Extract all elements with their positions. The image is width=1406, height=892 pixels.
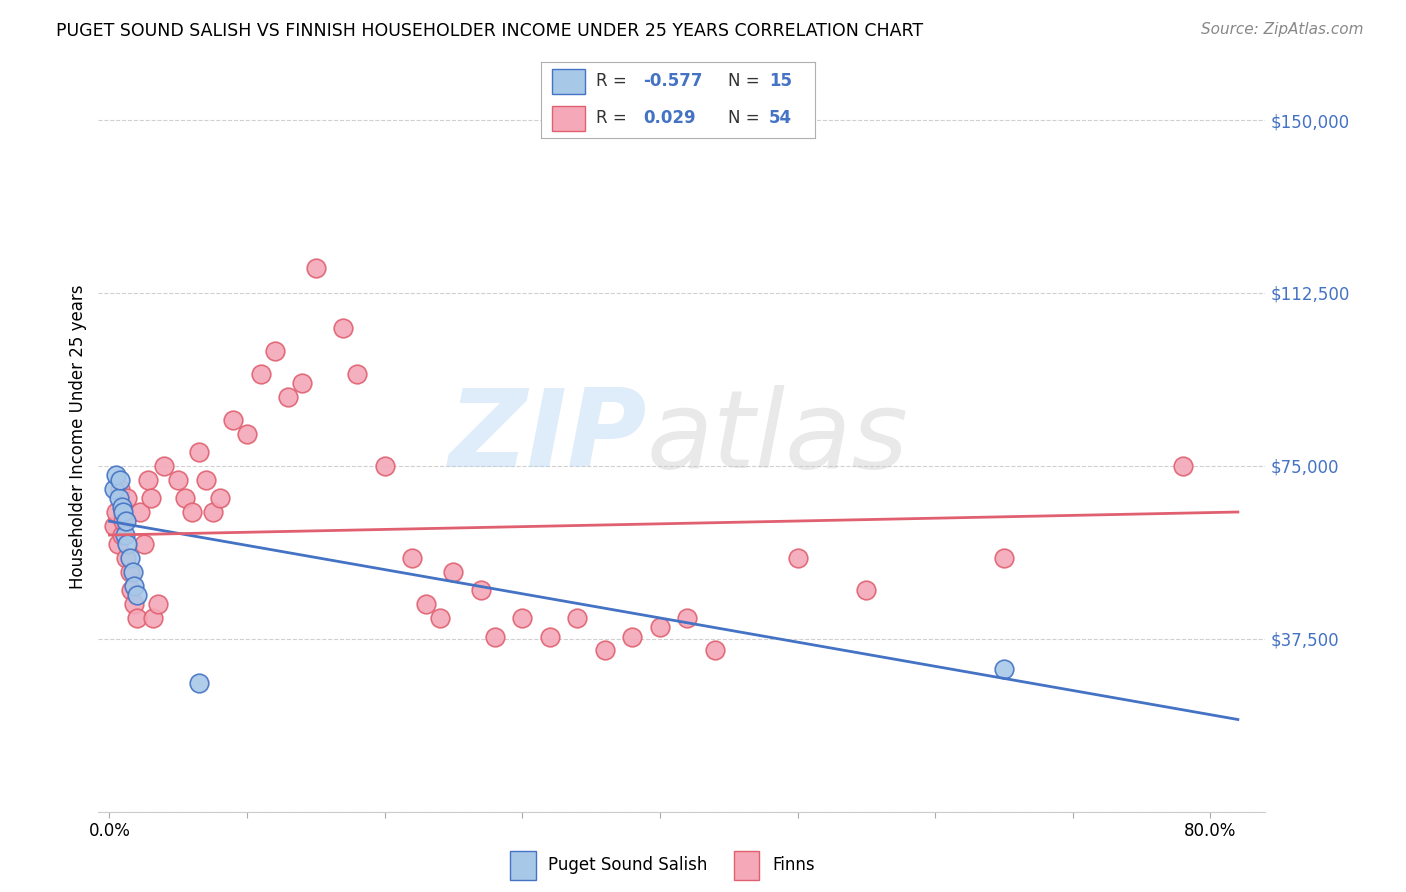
Point <box>125 611 148 625</box>
Text: N =: N = <box>728 72 765 90</box>
Point <box>132 537 155 551</box>
Point <box>167 473 190 487</box>
FancyBboxPatch shape <box>734 851 759 880</box>
Point <box>510 611 533 625</box>
Point <box>112 514 135 528</box>
Y-axis label: Householder Income Under 25 years: Householder Income Under 25 years <box>69 285 87 590</box>
Point <box>114 528 136 542</box>
Point <box>648 620 671 634</box>
Point <box>110 482 132 496</box>
Point <box>676 611 699 625</box>
Point <box>174 491 197 505</box>
Text: 15: 15 <box>769 72 792 90</box>
Point <box>443 565 465 579</box>
Point <box>115 514 138 528</box>
Point <box>332 320 354 334</box>
Point <box>120 551 142 566</box>
Point <box>103 519 125 533</box>
Point <box>621 630 644 644</box>
Point <box>117 491 139 505</box>
Point <box>110 473 132 487</box>
Point <box>401 551 423 566</box>
Point <box>117 537 139 551</box>
Point <box>142 611 165 625</box>
Point <box>107 537 129 551</box>
Text: Finns: Finns <box>772 856 814 874</box>
Point <box>187 675 209 690</box>
Text: 54: 54 <box>769 109 792 127</box>
Point <box>346 367 368 381</box>
Point <box>128 505 150 519</box>
Text: R =: R = <box>596 109 633 127</box>
Point <box>194 473 217 487</box>
Point <box>470 583 492 598</box>
Point <box>305 260 328 275</box>
Point <box>139 491 162 505</box>
FancyBboxPatch shape <box>510 851 536 880</box>
Point <box>111 500 134 515</box>
Point <box>538 630 561 644</box>
Point <box>222 413 245 427</box>
Point <box>103 482 125 496</box>
Point <box>125 588 148 602</box>
Point <box>703 643 725 657</box>
Point <box>415 597 437 611</box>
Text: -0.577: -0.577 <box>643 72 702 90</box>
Point <box>136 473 159 487</box>
Point <box>208 491 231 505</box>
Point <box>374 458 396 473</box>
Point <box>146 597 169 611</box>
Text: ZIP: ZIP <box>449 384 647 490</box>
Point <box>263 343 285 358</box>
Text: N =: N = <box>728 109 765 127</box>
Point <box>236 426 259 441</box>
Text: R =: R = <box>596 72 633 90</box>
Point <box>567 611 589 625</box>
Text: 0.029: 0.029 <box>643 109 696 127</box>
Point <box>1171 458 1194 473</box>
Point <box>120 565 142 579</box>
Point <box>181 505 204 519</box>
Point <box>786 551 808 566</box>
Point <box>993 662 1015 676</box>
Point <box>429 611 451 625</box>
FancyBboxPatch shape <box>553 105 585 130</box>
Point <box>993 551 1015 566</box>
Text: Puget Sound Salish: Puget Sound Salish <box>548 856 707 874</box>
Point <box>201 505 224 519</box>
Point <box>122 579 145 593</box>
Point <box>855 583 877 598</box>
Point <box>249 367 271 381</box>
Point <box>112 505 135 519</box>
Point <box>115 551 138 566</box>
FancyBboxPatch shape <box>553 70 585 95</box>
Point <box>111 528 134 542</box>
Point <box>187 445 209 459</box>
Point <box>153 458 176 473</box>
Point <box>291 376 314 390</box>
Point <box>105 505 128 519</box>
Point <box>105 468 128 483</box>
Text: PUGET SOUND SALISH VS FINNISH HOUSEHOLDER INCOME UNDER 25 YEARS CORRELATION CHAR: PUGET SOUND SALISH VS FINNISH HOUSEHOLDE… <box>56 22 924 40</box>
Point <box>122 597 145 611</box>
Point <box>108 491 131 505</box>
Point <box>277 390 299 404</box>
Text: Source: ZipAtlas.com: Source: ZipAtlas.com <box>1201 22 1364 37</box>
Point <box>484 630 506 644</box>
Point <box>121 565 143 579</box>
Point <box>593 643 616 657</box>
Text: atlas: atlas <box>647 384 908 490</box>
Point <box>120 583 142 598</box>
